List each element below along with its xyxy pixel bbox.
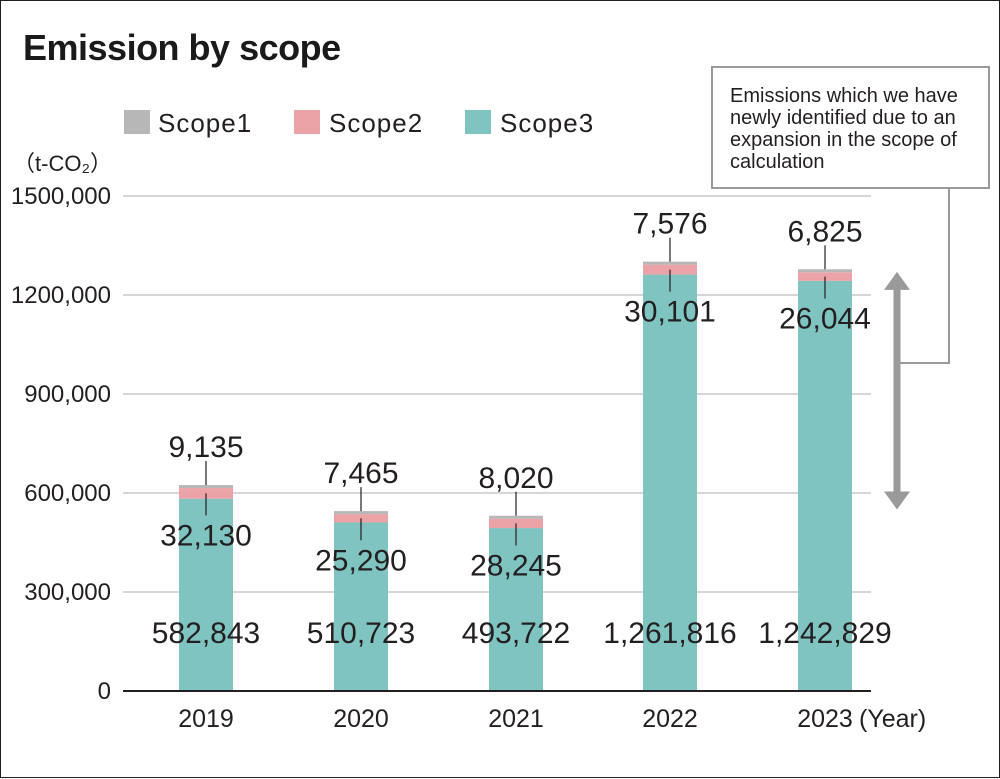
bar-scope2-2022 [643,264,697,275]
label-scope2-2023: 26,044 [779,303,871,336]
x-tick-label: 2022 [642,705,698,733]
range-arrow-head-up [884,271,910,290]
y-tick-label: 900,000 [24,381,111,408]
bar-scope3-2023 [798,280,852,691]
annotation-line-4: calculation [730,151,825,173]
annotation: Emissions which we have newly identified… [711,66,990,510]
x-tick-label: 2019 [178,705,234,733]
bar-scope1-2019 [179,485,233,489]
y-tick-label: 1500,000 [11,183,111,210]
y-axis-ticks: 0 300,000 600,000 900,000 1200,000 1500,000 [11,183,111,705]
bar-scope1-2020 [334,511,388,515]
x-tick-label: 2021 [488,705,544,733]
y-unit-label: （t-CO₂） [13,151,112,176]
bar-scope3-2020 [334,522,388,691]
legend-swatch-scope3 [465,110,491,134]
x-unit-label: (Year) [859,705,926,733]
bar-scope1-2022 [643,261,697,265]
label-scope3-2021: 493,722 [462,617,570,650]
x-tick-label: 2023 [797,705,853,733]
bar-scope1-2023 [798,269,852,273]
annotation-line-3: expansion in the scope of [730,129,957,151]
label-scope2-2020: 25,290 [315,544,407,577]
legend-label-scope2: Scope2 [329,108,423,138]
label-scope3-2019: 582,843 [152,617,260,650]
label-scope3-2023: 1,242,829 [758,617,891,650]
bar-scope2-2023 [798,272,852,281]
label-scope3-2022: 1,261,816 [603,617,736,650]
legend: Scope1 Scope2 Scope3 [124,108,594,138]
gridlines [123,195,871,593]
legend-swatch-scope2 [294,110,320,134]
y-tick-label: 0 [98,678,111,705]
legend-label-scope1: Scope1 [158,108,252,138]
label-scope1-2023: 6,825 [787,215,862,248]
annotation-box [711,66,990,189]
range-double-arrow [884,271,910,510]
bar-scope3-2022 [643,274,697,691]
legend-swatch-scope1 [124,110,150,134]
label-scope2-2019: 32,130 [160,519,252,552]
annotation-line-2: newly identified due to an [730,107,956,129]
annotation-line-1: Emissions which we have [730,85,958,107]
leader-lines [205,237,826,546]
bar-scope1-2021 [489,515,543,519]
label-scope3-2020: 510,723 [307,617,415,650]
bar-scope3-2019 [179,498,233,691]
label-scope1-2020: 7,465 [323,457,398,490]
label-scope1-2019: 9,135 [168,431,243,464]
bar-scope3-2021 [489,528,543,691]
annotation-connector [897,188,950,364]
label-scope1-2022: 7,576 [632,208,707,241]
label-scope1-2021: 8,020 [478,462,553,495]
bars [179,261,852,691]
chart-title: Emission by scope [23,27,341,68]
x-axis-ticks: 2019 2020 2021 2022 2023 [178,705,853,733]
y-tick-label: 600,000 [24,480,111,507]
label-scope2-2021: 28,245 [470,549,562,582]
y-tick-label: 1200,000 [11,282,111,309]
label-scope2-2022: 30,101 [624,296,716,329]
range-arrow-head-down [884,491,910,510]
legend-label-scope3: Scope3 [500,108,594,138]
data-labels: 9,135 32,130 582,843 7,465 25,290 510,723 8,02… [152,208,892,650]
x-tick-label: 2020 [333,705,389,733]
y-tick-label: 300,000 [24,579,111,606]
